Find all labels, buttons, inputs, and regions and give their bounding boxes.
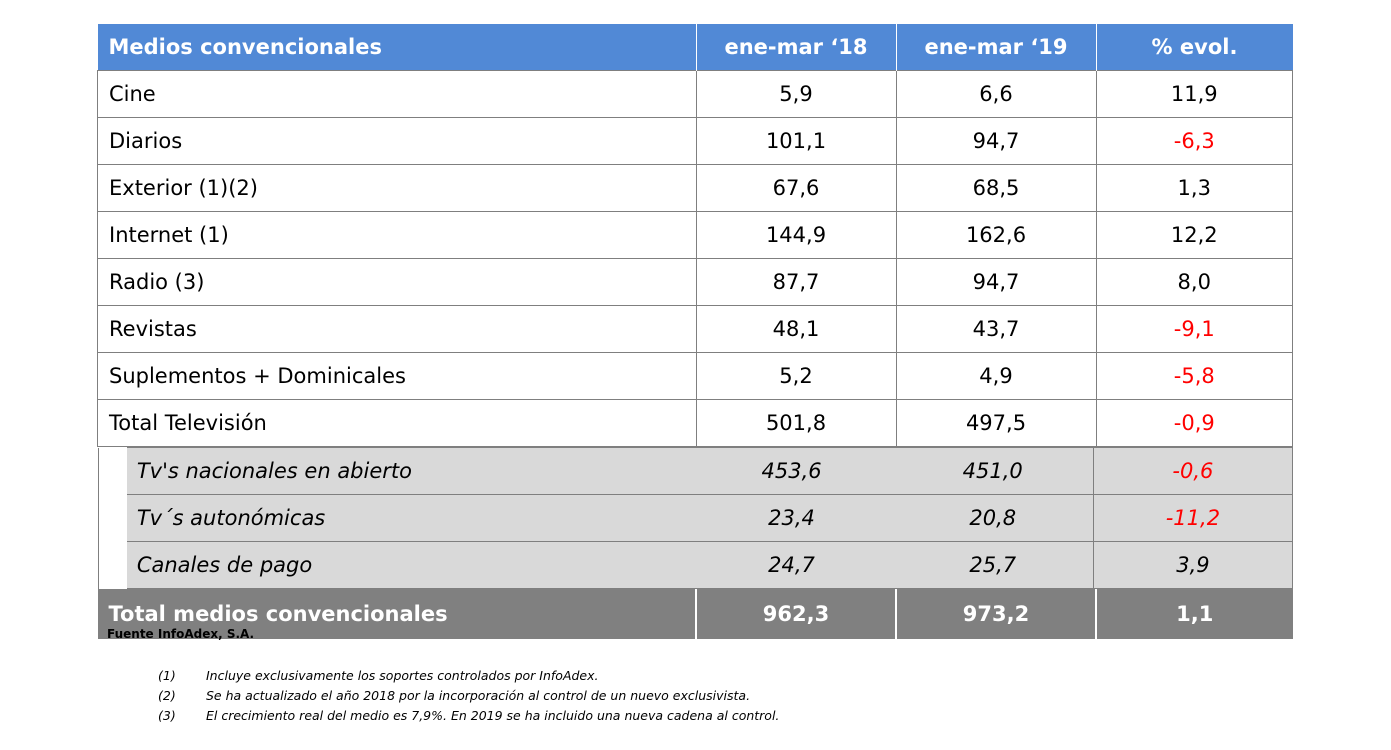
- row-v19: 68,5: [895, 164, 1097, 212]
- table-row: Diarios 101,1 94,7 -6,3: [97, 117, 1293, 165]
- subrow-evol: -11,2: [1093, 494, 1293, 542]
- subrow-v19: 20,8: [892, 494, 1094, 542]
- row-name: Exterior (1)(2): [97, 164, 697, 212]
- indent-spacer: [97, 541, 127, 589]
- footnotes: (1) Incluye exclusivamente los soportes c…: [158, 667, 779, 727]
- row-v19: 94,7: [895, 117, 1097, 165]
- subrow-name: Tv's nacionales en abierto: [126, 447, 691, 495]
- indent-spacer: [97, 447, 127, 495]
- row-v19: 94,7: [895, 258, 1097, 306]
- row-evol: 11,9: [1095, 70, 1293, 118]
- table-row: Suplementos + Dominicales 5,2 4,9 -5,8: [97, 352, 1293, 400]
- table-row: Revistas 48,1 43,7 -9,1: [97, 305, 1293, 353]
- footnote: (2) Se ha actualizado el año 2018 por la …: [158, 687, 779, 707]
- header-ene-mar-19: ene-mar ‘19: [895, 24, 1096, 71]
- footnote-number: (2): [158, 688, 176, 703]
- row-v19: 6,6: [895, 70, 1097, 118]
- row-name: Radio (3): [97, 258, 697, 306]
- table-row: Exterior (1)(2) 67,6 68,5 1,3: [97, 164, 1293, 212]
- row-v18: 144,9: [695, 211, 897, 259]
- subrow-v18: 24,7: [690, 541, 893, 589]
- row-v18: 67,6: [695, 164, 897, 212]
- indent-spacer: [97, 494, 127, 542]
- row-v18: 5,2: [695, 352, 897, 400]
- row-name: Revistas: [97, 305, 697, 353]
- header-evol: % evol.: [1095, 24, 1293, 71]
- total-v19: 973,2: [895, 589, 1096, 639]
- footnote: (3) El crecimiento real del medio es 7,9%…: [158, 707, 779, 727]
- footnote-text: Incluye exclusivamente los soportes cont…: [206, 668, 599, 683]
- row-evol: 12,2: [1095, 211, 1293, 259]
- total-name: Total medios convencionales: [97, 589, 696, 639]
- subrow-name: Canales de pago: [126, 541, 691, 589]
- row-v18: 87,7: [695, 258, 897, 306]
- row-name: Total Televisión: [97, 399, 697, 447]
- subrow-v18: 453,6: [690, 447, 893, 495]
- footnote-text: Se ha actualizado el año 2018 por la inc…: [206, 688, 751, 703]
- row-v18: 5,9: [695, 70, 897, 118]
- row-v18: 48,1: [695, 305, 897, 353]
- subrow-v19: 451,0: [892, 447, 1094, 495]
- header-ene-mar-18: ene-mar ‘18: [695, 24, 896, 71]
- row-evol: -6,3: [1095, 117, 1293, 165]
- row-name: Diarios: [97, 117, 697, 165]
- table-subrow: Tv´s autonómicas 23,4 20,8 -11,2: [97, 494, 1293, 542]
- row-name: Suplementos + Dominicales: [97, 352, 697, 400]
- total-row: Total medios convencionales 962,3 973,2 …: [97, 589, 1293, 639]
- row-evol: 8,0: [1095, 258, 1293, 306]
- media-investment-table: Medios convencionales ene-mar ‘18 ene-ma…: [97, 24, 1293, 639]
- table-subrow: Canales de pago 24,7 25,7 3,9: [97, 541, 1293, 589]
- total-evol: 1,1: [1095, 589, 1293, 639]
- row-evol: -5,8: [1095, 352, 1293, 400]
- row-name: Cine: [97, 70, 697, 118]
- subrow-evol: 3,9: [1093, 541, 1293, 589]
- row-evol: -0,9: [1095, 399, 1293, 447]
- tv-breakdown-table: Tv's nacionales en abierto 453,6 451,0 -…: [97, 447, 1293, 589]
- row-evol: -9,1: [1095, 305, 1293, 353]
- row-v19: 497,5: [895, 399, 1097, 447]
- footnote-number: (3): [158, 708, 176, 723]
- table-row: Total Televisión 501,8 497,5 -0,9: [97, 399, 1293, 447]
- row-evol: 1,3: [1095, 164, 1293, 212]
- total-v18: 962,3: [695, 589, 896, 639]
- subrow-group: Tv's nacionales en abierto 453,6 451,0 -…: [97, 447, 1293, 589]
- row-v18: 501,8: [695, 399, 897, 447]
- table-header-row: Medios convencionales ene-mar ‘18 ene-ma…: [97, 24, 1293, 71]
- row-name: Internet (1): [97, 211, 697, 259]
- row-v19: 43,7: [895, 305, 1097, 353]
- table-subrow: Tv's nacionales en abierto 453,6 451,0 -…: [97, 447, 1293, 495]
- subrow-v19: 25,7: [892, 541, 1094, 589]
- table-row: Radio (3) 87,7 94,7 8,0: [97, 258, 1293, 306]
- source-text: Fuente InfoAdex, S.A.: [107, 627, 255, 641]
- table-row: Cine 5,9 6,6 11,9: [97, 70, 1293, 118]
- subrow-evol: -0,6: [1093, 447, 1293, 495]
- row-v19: 162,6: [895, 211, 1097, 259]
- subrow-name: Tv´s autonómicas: [126, 494, 691, 542]
- footnote-number: (1): [158, 668, 176, 683]
- row-v19: 4,9: [895, 352, 1097, 400]
- subrow-v18: 23,4: [690, 494, 893, 542]
- footnote: (1) Incluye exclusivamente los soportes c…: [158, 667, 779, 687]
- footnote-text: El crecimiento real del medio es 7,9%. E…: [206, 708, 780, 723]
- table-row: Internet (1) 144,9 162,6 12,2: [97, 211, 1293, 259]
- header-medios: Medios convencionales: [97, 24, 696, 71]
- row-v18: 101,1: [695, 117, 897, 165]
